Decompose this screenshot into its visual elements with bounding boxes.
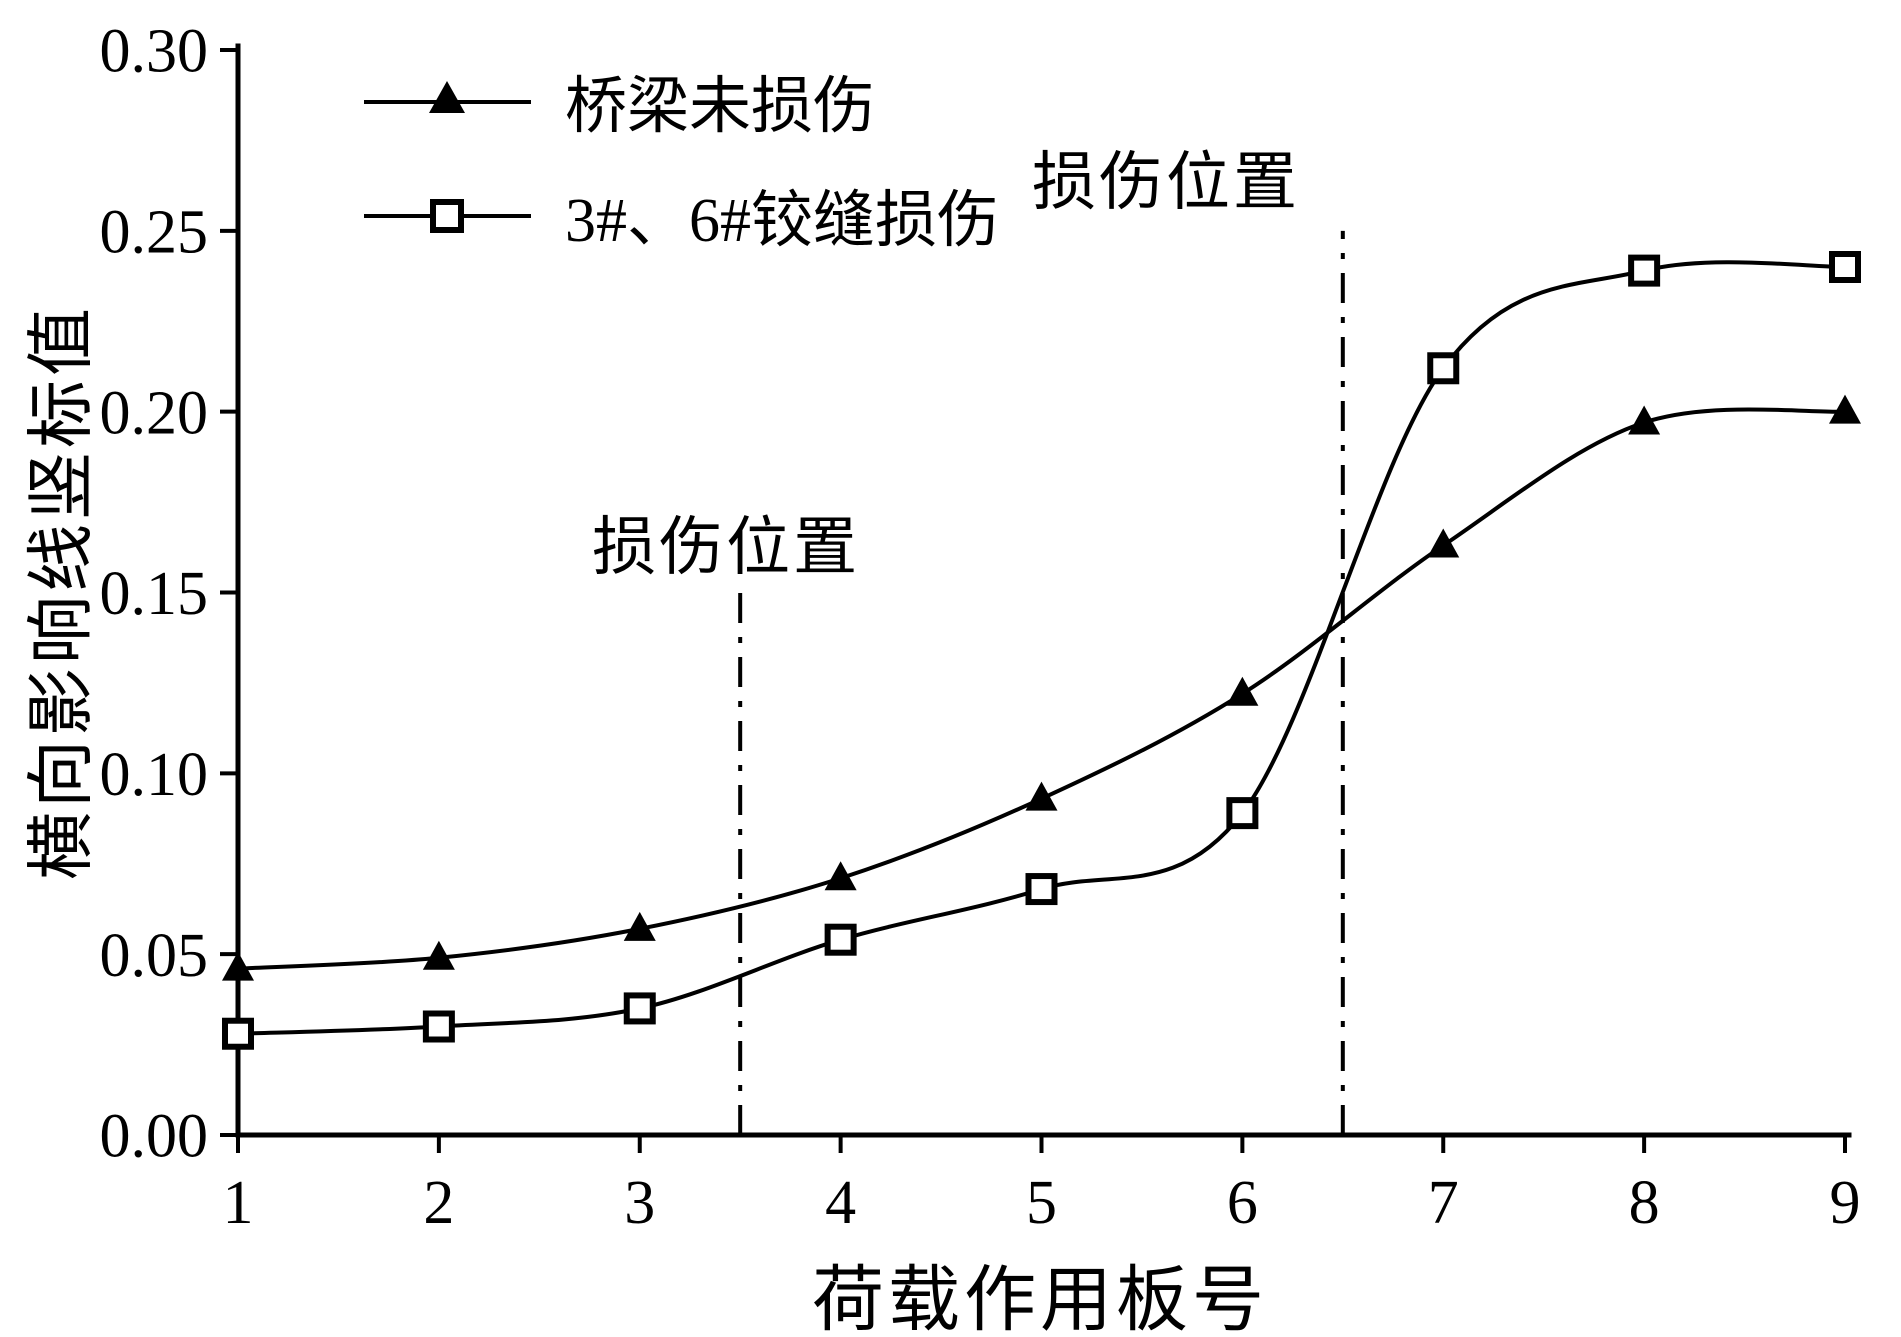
- x-tick-label: 3: [624, 1169, 655, 1237]
- legend-label-damaged: 3#、6#铰缝损伤: [565, 187, 1000, 255]
- x-tick-label: 2: [423, 1169, 454, 1237]
- damage-location-label-left: 损伤位置: [592, 511, 861, 583]
- y-axis-title: 横向影响线竖标值: [23, 303, 100, 881]
- y-tick-label: 0.30: [100, 18, 209, 86]
- x-tick-label: 6: [1227, 1169, 1258, 1237]
- x-axis-title: 荷载作用板号: [811, 1260, 1269, 1337]
- legend-label-undamaged: 桥梁未损伤: [565, 73, 876, 141]
- y-tick-label: 0.10: [100, 741, 209, 809]
- y-tick-label: 0.25: [100, 199, 209, 267]
- x-tick-label: 4: [825, 1169, 856, 1237]
- legend-item-damaged: 3#、6#铰缝损伤: [360, 166, 999, 262]
- x-tick-label: 1: [223, 1169, 254, 1237]
- x-tick-label: 8: [1629, 1169, 1660, 1237]
- axes: 0.00 0.05 0.10 0.15 0.20 0.25 0.30 1 2 3 4 5 6 7 8 9: [100, 18, 1861, 1237]
- series-0-filled-triangle: [222, 394, 1861, 981]
- x-tick-label: 7: [1428, 1169, 1459, 1237]
- damage-location-label-right: 损伤位置: [1032, 146, 1301, 218]
- damage-location-lines: [738, 230, 1345, 1135]
- y-tick-label: 0.15: [100, 560, 209, 628]
- y-tick-label: 0.20: [100, 379, 209, 447]
- series-1-open-square: [222, 251, 1861, 1050]
- x-tick-label: 5: [1026, 1169, 1057, 1237]
- legend: 桥梁未损伤 3#、6#铰缝损伤: [360, 52, 999, 262]
- y-tick-label: 0.00: [100, 1103, 209, 1171]
- filled-triangle-marker-icon: [364, 81, 531, 113]
- open-square-marker-icon: [364, 199, 531, 233]
- y-tick-label: 0.05: [100, 922, 209, 990]
- x-tick-label: 9: [1830, 1169, 1861, 1237]
- legend-item-undamaged: 桥梁未损伤: [360, 52, 999, 148]
